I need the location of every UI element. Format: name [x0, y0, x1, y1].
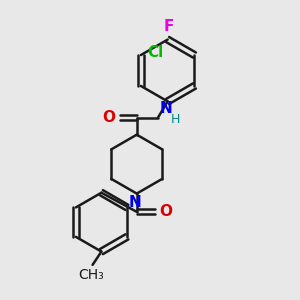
- Text: H: H: [170, 113, 180, 127]
- Text: N: N: [129, 195, 142, 210]
- Text: F: F: [164, 19, 174, 34]
- Text: Cl: Cl: [147, 45, 164, 60]
- Text: O: O: [159, 204, 172, 219]
- Text: O: O: [102, 110, 115, 125]
- Text: CH₃: CH₃: [78, 268, 104, 282]
- Text: N: N: [159, 101, 172, 116]
